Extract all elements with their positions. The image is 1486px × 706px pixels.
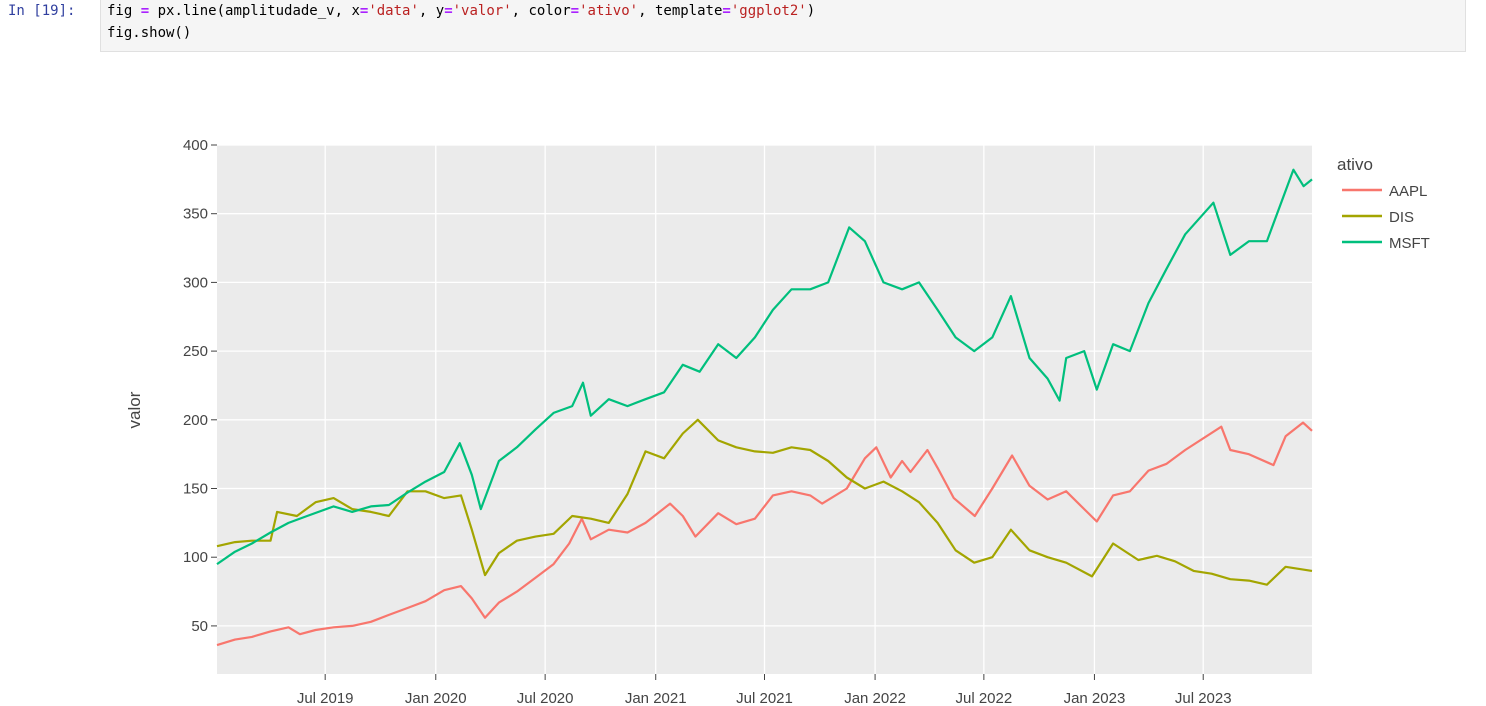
x-tick-label: Jan 2022 bbox=[844, 690, 906, 706]
x-tick-label: Jul 2022 bbox=[956, 690, 1013, 706]
y-tick-label: 200 bbox=[183, 412, 208, 429]
notebook-cell: In [19]: fig = px.line(amplitudade_v, x=… bbox=[0, 0, 1486, 60]
x-tick-label: Jan 2023 bbox=[1064, 690, 1126, 706]
y-tick-label: 350 bbox=[183, 206, 208, 223]
y-tick-label: 300 bbox=[183, 274, 208, 291]
grid bbox=[217, 144, 1312, 674]
x-axis-ticks: Jul 2019 Jan 2020 Jul 2020 Jan 2021 Jul 2021… bbox=[297, 674, 1232, 706]
y-tick-label: 250 bbox=[183, 343, 208, 360]
y-tick-label: 100 bbox=[183, 549, 208, 566]
code-editor[interactable]: fig = px.line(amplitudade_v, x='data', y… bbox=[100, 0, 1466, 52]
y-axis-label: valor bbox=[125, 391, 144, 428]
series-lines bbox=[216, 168, 1313, 647]
y-tick-label: 400 bbox=[183, 137, 208, 154]
legend-title: ativo bbox=[1337, 155, 1373, 174]
cell-prompt: In [19]: bbox=[8, 3, 76, 19]
code-line-2: fig.show() bbox=[107, 25, 192, 41]
series-line-dis bbox=[216, 418, 1313, 586]
y-tick-label: 150 bbox=[183, 481, 208, 498]
x-tick-label: Jan 2021 bbox=[625, 690, 687, 706]
x-tick-label: Jul 2023 bbox=[1175, 690, 1232, 706]
series-line-msft bbox=[216, 168, 1313, 566]
legend-label-aapl: AAPL bbox=[1389, 183, 1427, 200]
y-axis-ticks: 50 100 150 200 250 300 350 400 bbox=[183, 137, 217, 635]
y-tick-label: 50 bbox=[191, 618, 208, 635]
x-tick-label: Jul 2020 bbox=[517, 690, 574, 706]
legend[interactable]: ativo AAPL DIS MSFT bbox=[1337, 155, 1430, 252]
legend-label-dis: DIS bbox=[1389, 209, 1414, 226]
x-tick-label: Jan 2020 bbox=[405, 690, 467, 706]
code-line-1: fig = px.line(amplitudade_v, x='data', y… bbox=[107, 3, 816, 19]
legend-label-msft: MSFT bbox=[1389, 235, 1430, 252]
x-tick-label: Jul 2019 bbox=[297, 690, 354, 706]
series-line-aapl bbox=[216, 421, 1313, 647]
x-tick-label: Jul 2021 bbox=[736, 690, 793, 706]
